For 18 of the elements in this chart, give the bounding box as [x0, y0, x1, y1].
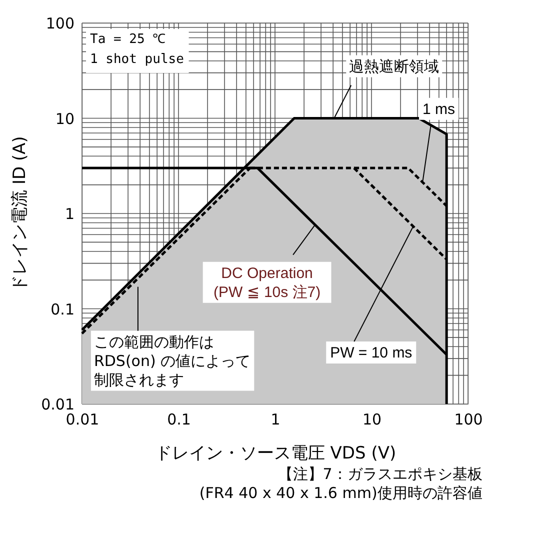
y-tick-label: 100	[46, 14, 74, 32]
x-tick-label: 100	[454, 410, 483, 428]
y-axis-title: ドレイン電流 ID (A)	[10, 136, 30, 292]
annotation: PW = 10 ms	[330, 344, 412, 362]
annotation: この範囲の動作はRDS(on) の値によって制限されます	[94, 332, 251, 389]
y-tick-label: 0.1	[50, 300, 74, 318]
x-tick-label: 1	[270, 410, 280, 428]
x-tick-label: 10	[362, 410, 382, 428]
y-tick-label: 10	[55, 110, 74, 128]
y-tick-label: 0.01	[41, 396, 74, 414]
x-tick-label: 0.1	[167, 410, 191, 428]
x-axis-title: ドレイン・ソース電圧 VDS (V)	[154, 444, 396, 464]
annotation: 1 ms	[422, 100, 456, 118]
y-tick-label: 1	[64, 205, 74, 223]
annotation: 過熱遮断領域	[349, 57, 440, 76]
text: 【注】7：ガラスエポキシ基板 (FR4 40 x 40 x 1.6 mm)使用時の許容値	[199, 465, 482, 502]
annotation: DC Operation (PW ≦ 10s 注7)	[213, 264, 321, 301]
annotation: Ta = 25 ℃ 1 shot pulse	[90, 32, 184, 67]
